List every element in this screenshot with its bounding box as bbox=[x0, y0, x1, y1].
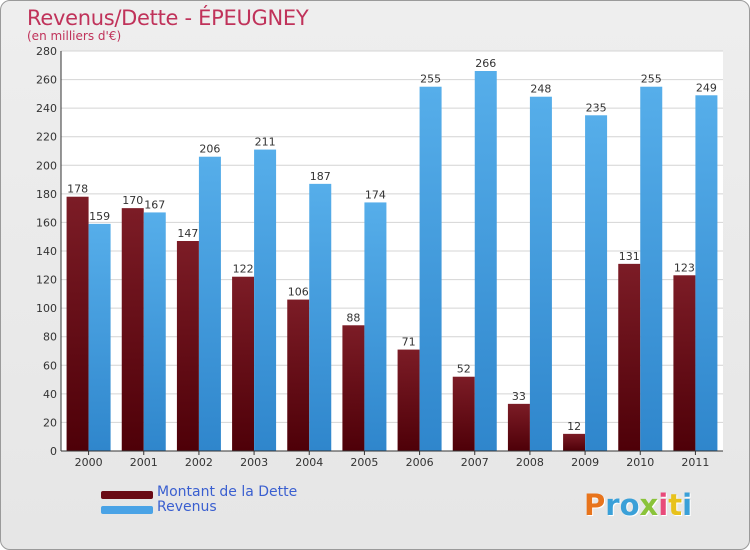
legend-label-dette: Montant de la Dette bbox=[157, 484, 298, 500]
logo-letter: P bbox=[584, 488, 606, 522]
x-tick-label: 2010 bbox=[626, 456, 654, 469]
value-label: 266 bbox=[475, 57, 496, 70]
bar-dette bbox=[232, 276, 255, 451]
bar-revenus bbox=[474, 71, 497, 451]
value-label: 249 bbox=[696, 81, 717, 94]
value-label: 147 bbox=[177, 227, 198, 240]
legend-label-revenus: Revenus bbox=[157, 499, 217, 515]
value-label: 131 bbox=[619, 250, 640, 263]
x-tick-label: 2009 bbox=[571, 456, 599, 469]
proxiti-logo: Proxiti bbox=[584, 488, 692, 522]
grid-layer bbox=[61, 50, 723, 452]
y-tick-label: 180 bbox=[36, 188, 57, 201]
value-label: 255 bbox=[641, 73, 662, 86]
bar-dette bbox=[176, 241, 199, 451]
x-tick-label: 2002 bbox=[185, 456, 213, 469]
bar-revenus bbox=[309, 183, 332, 451]
x-tick-label: 2008 bbox=[516, 456, 544, 469]
value-label: 174 bbox=[365, 188, 386, 201]
bar-revenus bbox=[695, 95, 718, 452]
x-tick-label: 2004 bbox=[295, 456, 323, 469]
y-tick-label: 280 bbox=[36, 45, 57, 58]
bar-dette bbox=[342, 325, 365, 451]
logo-letter: x bbox=[639, 488, 659, 522]
x-tick-label: 2006 bbox=[406, 456, 434, 469]
bar-dette bbox=[397, 349, 420, 451]
value-label: 159 bbox=[89, 210, 110, 223]
value-label: 122 bbox=[233, 263, 254, 276]
bar-dette bbox=[66, 196, 89, 451]
y-tick-label: 100 bbox=[36, 302, 57, 315]
value-label: 235 bbox=[586, 101, 607, 114]
logo-letter: i bbox=[658, 488, 669, 522]
y-tick-label: 80 bbox=[43, 331, 57, 344]
bar-revenus bbox=[529, 96, 552, 451]
bar-dette bbox=[287, 299, 310, 451]
x-tick-label: 2007 bbox=[461, 456, 489, 469]
bar-revenus bbox=[640, 86, 663, 451]
x-tick-label: 2011 bbox=[681, 456, 709, 469]
bar-revenus bbox=[585, 115, 608, 452]
chart-subtitle: (en milliers d'€) bbox=[27, 29, 122, 43]
y-tick-label: 120 bbox=[36, 274, 57, 287]
y-tick-label: 200 bbox=[36, 159, 57, 172]
bar-dette bbox=[507, 403, 530, 451]
bars-layer bbox=[66, 71, 718, 452]
bar-revenus bbox=[143, 212, 166, 451]
y-tick-label: 220 bbox=[36, 131, 57, 144]
legend-swatch-dette bbox=[101, 491, 153, 499]
legend-swatch-revenus bbox=[101, 506, 153, 514]
value-label: 206 bbox=[199, 143, 220, 156]
x-tick-label: 2000 bbox=[75, 456, 103, 469]
bar-dette bbox=[618, 263, 641, 451]
y-tick-label: 0 bbox=[50, 445, 57, 458]
y-tick-label: 160 bbox=[36, 216, 57, 229]
bar-revenus bbox=[364, 202, 387, 451]
y-tick-label: 60 bbox=[43, 359, 57, 372]
chart-title: Revenus/Dette - ÉPEUGNEY bbox=[27, 6, 309, 30]
bar-revenus bbox=[88, 223, 111, 451]
bar-revenus bbox=[198, 156, 221, 451]
bar-dette bbox=[563, 433, 586, 451]
logo-letter: i bbox=[682, 488, 693, 522]
value-label: 170 bbox=[122, 194, 143, 207]
y-tick-label: 240 bbox=[36, 102, 57, 115]
value-label: 71 bbox=[402, 336, 416, 349]
value-label: 106 bbox=[288, 286, 309, 299]
value-label: 167 bbox=[144, 198, 165, 211]
y-tick-label: 140 bbox=[36, 245, 57, 258]
bar-revenus bbox=[254, 149, 277, 452]
bar-dette bbox=[452, 376, 475, 451]
value-label: 255 bbox=[420, 73, 441, 86]
y-tick-label: 20 bbox=[43, 416, 57, 429]
value-label: 33 bbox=[512, 390, 526, 403]
y-tick-label: 40 bbox=[43, 388, 57, 401]
value-label: 88 bbox=[346, 311, 360, 324]
bar-revenus bbox=[419, 86, 442, 451]
value-label: 187 bbox=[310, 170, 331, 183]
value-label: 248 bbox=[530, 83, 551, 96]
value-label: 178 bbox=[67, 183, 88, 196]
x-tick-label: 2005 bbox=[350, 456, 378, 469]
axis-layer: 0 20 40 60 80 100 120 140 160 180 200 220 240 260 280 2… bbox=[36, 45, 723, 469]
bar-dette bbox=[121, 208, 144, 451]
bar-dette bbox=[673, 275, 696, 451]
x-tick-label: 2001 bbox=[130, 456, 158, 469]
value-label: 123 bbox=[674, 261, 695, 274]
y-tick-label: 260 bbox=[36, 74, 57, 87]
logo-letter: o bbox=[619, 488, 640, 522]
value-label: 52 bbox=[457, 363, 471, 376]
logo-letter: t bbox=[668, 488, 683, 522]
value-label: 211 bbox=[255, 136, 276, 149]
value-label: 12 bbox=[567, 420, 581, 433]
x-tick-label: 2003 bbox=[240, 456, 268, 469]
value-labels-layer: 178 159 170 167 147 206 122 211 106 187 88 174 71 255… bbox=[67, 57, 717, 433]
logo-letter: r bbox=[605, 488, 620, 522]
